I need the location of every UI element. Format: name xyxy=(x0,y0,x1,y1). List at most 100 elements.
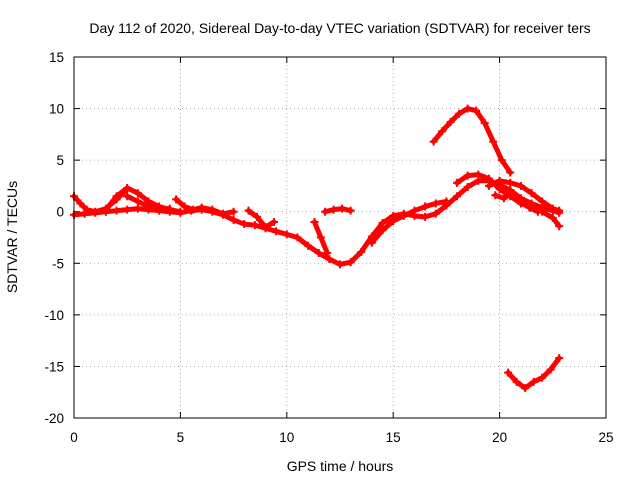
data-point xyxy=(389,216,398,225)
data-point xyxy=(261,223,270,232)
data-point xyxy=(314,248,323,257)
data-point xyxy=(484,181,493,190)
data-point xyxy=(244,206,253,215)
data-point xyxy=(155,204,164,213)
data-point xyxy=(321,207,330,216)
data-point xyxy=(521,384,530,393)
data-point xyxy=(304,241,313,250)
data-point xyxy=(555,354,564,363)
y-tick-label: 15 xyxy=(49,50,64,65)
data-point xyxy=(421,202,430,211)
data-point xyxy=(180,202,189,211)
data-point xyxy=(516,197,525,206)
data-point xyxy=(165,204,174,213)
data-point xyxy=(495,185,504,194)
data-point xyxy=(101,205,110,214)
x-tick-label: 15 xyxy=(386,430,401,445)
data-point xyxy=(323,248,332,257)
chart-title: Day 112 of 2020, Sidereal Day-to-day VTE… xyxy=(89,20,590,36)
data-point xyxy=(399,211,408,220)
data-point xyxy=(484,174,493,183)
y-tick-label: -5 xyxy=(52,256,64,271)
data-point xyxy=(491,191,500,200)
data-point xyxy=(527,189,536,198)
data-series xyxy=(70,104,564,393)
data-point xyxy=(229,215,238,224)
data-point xyxy=(438,127,447,136)
y-tick-label: -15 xyxy=(44,359,64,374)
data-point xyxy=(548,213,557,222)
data-point xyxy=(123,192,132,201)
x-tick-label: 20 xyxy=(492,430,507,445)
data-point xyxy=(555,222,564,231)
series-arc-high xyxy=(429,104,515,177)
data-point xyxy=(472,106,481,115)
data-point xyxy=(431,199,440,208)
data-point xyxy=(346,206,355,215)
data-point xyxy=(208,205,217,214)
data-point xyxy=(497,156,506,165)
data-point xyxy=(282,230,291,239)
data-point xyxy=(538,197,547,206)
data-point xyxy=(310,218,319,227)
data-point xyxy=(410,206,419,215)
data-point xyxy=(189,205,198,214)
data-point xyxy=(495,176,504,185)
data-point xyxy=(480,119,489,128)
data-point xyxy=(336,260,344,269)
data-point xyxy=(123,183,132,192)
series-arc-early-3 xyxy=(123,192,174,213)
series-arc-early-4 xyxy=(172,195,238,218)
data-point xyxy=(250,221,259,230)
data-point xyxy=(176,207,185,216)
y-tick-label: -20 xyxy=(44,411,64,426)
x-tick-label: 5 xyxy=(177,430,185,445)
data-point xyxy=(338,204,347,213)
data-point xyxy=(555,206,564,215)
plot-frame xyxy=(73,56,607,419)
y-tick-label: 10 xyxy=(49,102,64,117)
data-point xyxy=(378,226,387,235)
data-point xyxy=(446,117,455,126)
data-point xyxy=(499,194,508,203)
series-line xyxy=(431,106,513,176)
series-arc-late-3 xyxy=(491,189,542,216)
data-point xyxy=(546,365,555,374)
data-point xyxy=(253,212,262,221)
data-point xyxy=(463,182,472,191)
data-point xyxy=(112,192,121,201)
data-point xyxy=(431,209,440,218)
series-arc-low xyxy=(504,354,564,393)
data-point xyxy=(463,104,472,113)
data-point xyxy=(429,137,438,146)
series-line xyxy=(245,208,277,230)
series-arc-mid-1 xyxy=(244,206,279,232)
data-point xyxy=(533,207,542,216)
data-point xyxy=(357,247,366,256)
x-tick-label: 0 xyxy=(70,430,78,445)
data-point xyxy=(272,227,281,236)
data-point xyxy=(325,255,334,264)
data-point xyxy=(76,199,85,208)
data-point xyxy=(453,192,462,201)
series-line xyxy=(322,206,354,215)
y-axis-label: SDTVAR / TECUs xyxy=(4,181,20,293)
y-tick-labels: -20 -15 -10 -5 0 5 10 15 xyxy=(44,50,64,426)
ticks xyxy=(73,56,607,419)
data-point xyxy=(82,205,91,214)
data-point xyxy=(229,207,238,216)
data-point xyxy=(270,218,279,227)
data-point xyxy=(512,377,521,386)
data-point xyxy=(329,205,338,214)
data-point xyxy=(293,233,302,242)
data-point xyxy=(442,197,451,206)
data-point xyxy=(367,238,376,247)
x-tick-labels: 0 5 10 15 20 25 xyxy=(70,430,613,445)
series-arc-rise-2 xyxy=(367,197,451,247)
y-tick-label: 5 xyxy=(56,153,64,168)
data-point xyxy=(80,209,89,218)
data-point xyxy=(378,219,387,228)
data-point xyxy=(346,258,355,267)
data-point xyxy=(112,206,121,215)
data-point xyxy=(516,181,525,190)
